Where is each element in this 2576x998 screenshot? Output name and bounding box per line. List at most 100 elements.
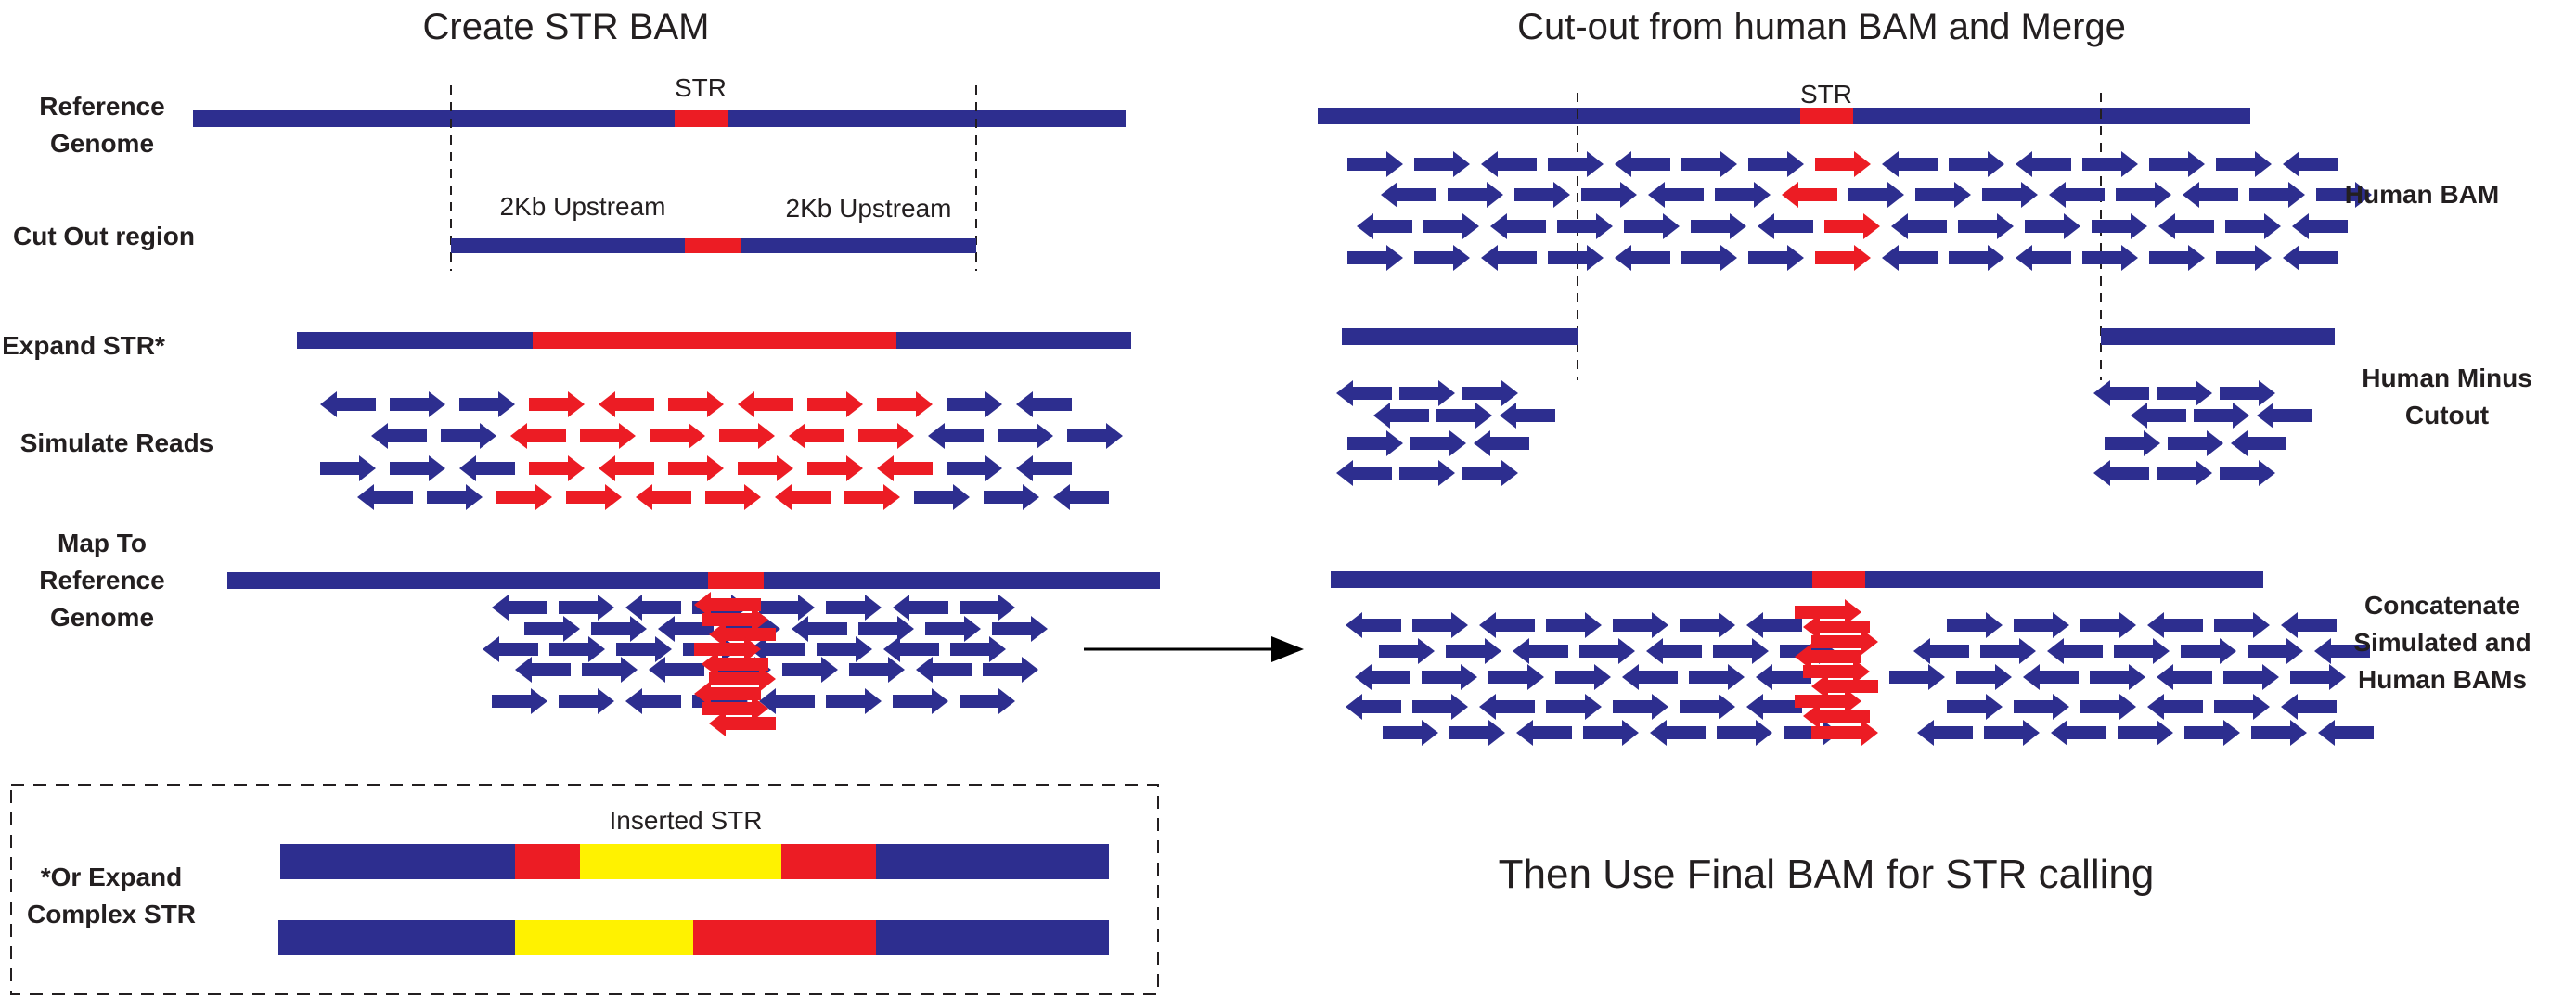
read-arrow (1555, 664, 1611, 690)
read-arrow (649, 657, 704, 683)
read-arrow (2014, 612, 2069, 638)
read-arrow (914, 484, 970, 510)
read-arrow (2157, 380, 2212, 406)
read-arrow (1680, 694, 1735, 720)
read-arrow (1913, 638, 1969, 664)
read-arrow (893, 595, 948, 621)
str-read-arrow (807, 455, 863, 481)
str-read-arrow (650, 423, 705, 449)
read-arrow (2183, 182, 2238, 208)
str-read-arrow (510, 423, 566, 449)
mapped-simulated-reads (483, 592, 1048, 736)
read-arrow (2149, 151, 2205, 177)
read-arrow (960, 688, 1015, 714)
read-arrow (1949, 245, 2004, 271)
read-arrow (1848, 182, 1904, 208)
read-arrow (2093, 460, 2149, 486)
read-arrow (1479, 694, 1535, 720)
upstream-left-label: 2Kb Upstream (500, 192, 666, 221)
read-arrow (1500, 403, 1555, 429)
read-arrow (1958, 213, 2014, 239)
read-arrow (2147, 694, 2203, 720)
read-arrow (390, 391, 445, 417)
read-arrow (916, 657, 972, 683)
read-arrow (992, 616, 1048, 642)
human-minus-right-bar (2101, 328, 2335, 345)
read-arrow (2157, 664, 2212, 690)
cut-out-str-segment (685, 238, 741, 253)
read-arrow (2220, 380, 2275, 406)
read-arrow (1481, 151, 1537, 177)
str-read-arrow (580, 423, 636, 449)
complex-str-bar-1 (280, 844, 1109, 879)
str-read-arrow (566, 484, 622, 510)
read-arrow (1336, 460, 1392, 486)
read-arrow (1915, 182, 1971, 208)
read-arrow (2049, 182, 2105, 208)
str-read-arrow (1811, 629, 1878, 655)
read-arrow (1347, 151, 1403, 177)
str-read-arrow (705, 484, 761, 510)
human-minus-label-line1: Human Minus (2362, 364, 2532, 392)
read-arrow (1715, 182, 1771, 208)
read-arrow (1516, 720, 1572, 746)
str-read-arrow (702, 696, 768, 722)
read-arrow (2184, 720, 2240, 746)
read-arrow (1680, 612, 1735, 638)
read-arrow (1373, 403, 1429, 429)
str-read-arrow (1803, 659, 1870, 685)
read-arrow (2214, 612, 2270, 638)
human-genome-bar (1318, 108, 2250, 124)
read-arrow (893, 688, 948, 714)
complex-str-bar-2 (278, 920, 1109, 955)
read-arrow (483, 636, 538, 662)
read-arrow (2093, 380, 2149, 406)
str-read-arrow (1803, 703, 1870, 729)
read-arrow (1347, 430, 1403, 456)
reference-str-label: STR (675, 73, 727, 102)
read-arrow (371, 423, 427, 449)
read-arrow (2082, 245, 2138, 271)
read-arrow (1713, 638, 1769, 664)
human-minus-left-bar (1342, 328, 1578, 345)
read-arrow (947, 391, 1002, 417)
complex-str-box (10, 784, 1159, 995)
read-arrow (591, 616, 647, 642)
read-arrow (320, 391, 376, 417)
read-arrow (947, 455, 1002, 481)
human-str-label: STR (1800, 80, 1852, 109)
read-arrow (2181, 638, 2236, 664)
read-arrow (1746, 612, 1802, 638)
str-read-arrow (1815, 151, 1871, 177)
read-arrow (1646, 638, 1702, 664)
map-to-reference-label-line1: Map To (58, 529, 147, 557)
str-read-arrow (636, 484, 691, 510)
read-arrow (1947, 694, 2003, 720)
read-arrow (2131, 403, 2186, 429)
read-arrow (2292, 213, 2348, 239)
read-arrow (2051, 720, 2106, 746)
read-arrow (2157, 460, 2212, 486)
inserted-str-label: Inserted STR (610, 806, 763, 835)
str-read-arrow (738, 391, 793, 417)
read-arrow (883, 636, 939, 662)
complex-bar1-red-right (781, 844, 876, 879)
read-arrow (2092, 213, 2147, 239)
read-arrow (559, 688, 614, 714)
read-arrow (928, 423, 984, 449)
reference-genome-label-line1: Reference (39, 92, 164, 121)
read-arrow (1882, 151, 1938, 177)
read-arrow (2214, 694, 2270, 720)
read-arrow (1410, 430, 1466, 456)
simulated-reads (320, 391, 1123, 510)
read-arrow (1546, 694, 1602, 720)
read-arrow (1557, 213, 1613, 239)
reference-genome-label-line2: Genome (50, 129, 154, 158)
read-arrow (2318, 720, 2374, 746)
read-arrow (792, 616, 847, 642)
map-to-reference-label-line2: Reference (39, 566, 164, 595)
read-arrow (1383, 720, 1438, 746)
human-minus-reads (1336, 380, 2312, 486)
read-arrow (2080, 694, 2136, 720)
read-arrow (2014, 694, 2069, 720)
